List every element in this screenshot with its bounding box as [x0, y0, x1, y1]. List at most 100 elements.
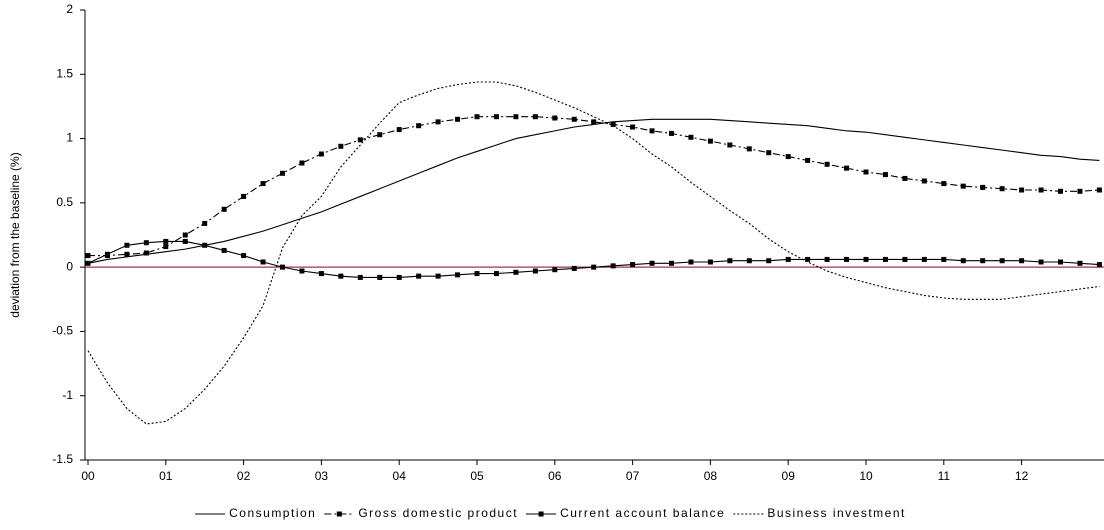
x-tick-label: 01 [159, 469, 173, 483]
data-point [766, 150, 772, 156]
data-point [260, 181, 266, 187]
data-point [1058, 188, 1063, 194]
data-point [241, 193, 247, 199]
data-point [532, 114, 538, 120]
x-tick-label: 02 [237, 469, 251, 483]
data-point [649, 128, 655, 134]
data-point [163, 244, 169, 250]
data-point [980, 258, 986, 264]
data-point [688, 259, 694, 265]
data-point [766, 258, 772, 264]
data-point [999, 186, 1005, 192]
data-point [396, 274, 402, 280]
data-point [610, 121, 616, 127]
data-point [299, 160, 305, 166]
data-point [435, 273, 441, 279]
series-line [87, 118, 1100, 264]
legend-item: Current account balance [526, 506, 725, 520]
y-tick-label: 2 [66, 2, 73, 16]
data-point [980, 184, 986, 190]
data-point [630, 262, 636, 268]
data-point [493, 271, 499, 277]
x-tick-label: 03 [315, 469, 329, 483]
data-point [844, 256, 850, 262]
data-point [727, 258, 733, 264]
data-point [143, 240, 149, 246]
legend-label: Gross domestic product [358, 506, 518, 520]
data-point [435, 119, 441, 125]
data-point [688, 134, 694, 140]
data-point [824, 161, 830, 167]
data-point [571, 265, 577, 271]
data-point [591, 119, 597, 125]
data-point [785, 154, 791, 160]
data-point [104, 251, 110, 257]
data-point [1096, 262, 1102, 268]
data-point [902, 256, 908, 262]
data-point [124, 242, 130, 248]
data-point [844, 165, 850, 171]
data-point [1019, 187, 1025, 193]
data-point [669, 130, 674, 136]
data-point [532, 268, 538, 274]
data-point [455, 116, 461, 122]
y-tick-label: 0 [66, 259, 73, 273]
legend-label: Consumption [229, 506, 316, 520]
data-point [143, 250, 149, 256]
data-point [863, 256, 869, 262]
legend-label: Current account balance [560, 506, 725, 520]
data-point [805, 256, 811, 262]
data-point [280, 170, 285, 176]
x-tick-label: 05 [470, 469, 484, 483]
x-tick-label: 12 [1015, 469, 1029, 483]
legend-label: Business investment [767, 506, 906, 520]
y-tick-label: 0.5 [56, 195, 73, 209]
data-point [1077, 260, 1083, 266]
data-point [299, 268, 305, 274]
data-point [882, 172, 888, 178]
data-point [727, 142, 733, 148]
data-point [649, 260, 655, 266]
data-point [513, 114, 519, 120]
y-tick-label: -1.5 [52, 452, 73, 466]
data-point [941, 181, 947, 187]
legend-marker [336, 511, 342, 517]
data-point [960, 258, 966, 264]
data-point [1058, 259, 1063, 265]
data-point [824, 256, 830, 262]
data-point [493, 114, 499, 120]
data-point [124, 251, 130, 257]
data-point [318, 271, 324, 277]
data-point [474, 114, 480, 120]
data-point [182, 238, 188, 244]
data-point [163, 238, 169, 244]
data-point [474, 271, 480, 277]
y-axis-label: deviation from the baseline (%) [8, 152, 22, 317]
data-point [357, 274, 363, 280]
data-point [863, 169, 869, 175]
x-tick-label: 11 [938, 469, 951, 483]
x-tick-label: 08 [704, 469, 718, 483]
data-point [221, 206, 227, 212]
data-point [707, 259, 713, 265]
data-point [416, 123, 422, 129]
data-point [1038, 187, 1044, 193]
data-point [280, 264, 285, 270]
data-point [1077, 188, 1083, 194]
x-tick-label: 09 [782, 469, 796, 483]
data-point [1019, 258, 1025, 264]
data-point [221, 247, 227, 253]
data-point [338, 273, 344, 279]
data-point [941, 256, 947, 262]
data-point [1038, 259, 1044, 265]
legend-marker [538, 511, 544, 517]
data-point [202, 242, 208, 248]
data-point [241, 253, 247, 259]
data-point [591, 264, 597, 270]
data-point [1096, 187, 1102, 193]
data-point [338, 143, 344, 149]
data-point [571, 116, 577, 122]
x-tick-label: 04 [393, 469, 407, 483]
data-point [552, 115, 558, 121]
